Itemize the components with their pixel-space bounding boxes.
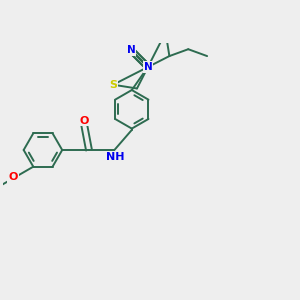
Text: N: N [127,45,135,55]
Text: N: N [127,45,135,55]
Text: N: N [143,62,152,72]
Text: N: N [143,62,152,72]
Text: O: O [80,116,89,126]
Text: S: S [109,80,117,90]
Text: NH: NH [106,152,125,163]
Text: O: O [8,172,18,182]
